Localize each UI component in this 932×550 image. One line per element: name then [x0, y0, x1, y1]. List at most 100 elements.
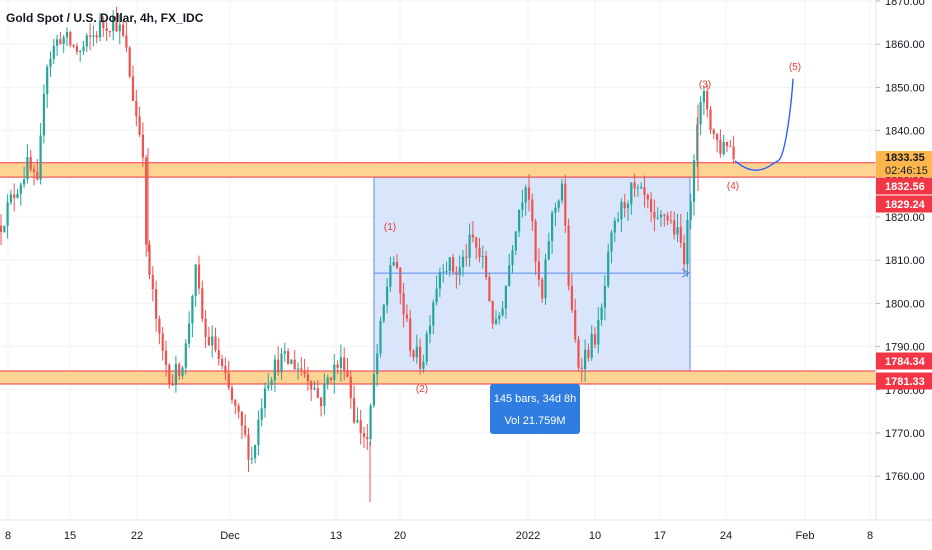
- candle-body: [412, 350, 415, 358]
- price-tag-bg: [876, 352, 932, 370]
- candle-body: [610, 232, 613, 252]
- candle-body: [600, 307, 603, 321]
- candle-body: [359, 420, 362, 434]
- candle-body: [547, 241, 550, 260]
- candle-body: [244, 425, 247, 435]
- candle-body: [98, 20, 102, 38]
- price-tag-bg: [876, 177, 932, 195]
- candle: [155, 280, 158, 332]
- candle: [623, 194, 626, 218]
- candle-body: [79, 50, 82, 52]
- candle: [521, 189, 524, 218]
- candle-body: [666, 215, 669, 221]
- candle: [725, 141, 729, 153]
- candle: [131, 65, 135, 102]
- candle-body: [442, 271, 445, 273]
- candle-body: [524, 187, 527, 203]
- candle: [244, 414, 247, 438]
- candle-body: [296, 368, 300, 370]
- candle-body: [254, 445, 257, 459]
- candle: [564, 174, 567, 233]
- candle: [356, 407, 359, 424]
- candle-body: [435, 288, 438, 303]
- candle-body: [356, 420, 359, 423]
- time-tick-label: 8: [5, 530, 11, 542]
- candle: [471, 221, 474, 243]
- candle: [386, 278, 389, 314]
- candle-body: [623, 202, 626, 209]
- candle: [339, 344, 342, 382]
- candle-body: [478, 247, 481, 257]
- candle: [656, 207, 659, 221]
- candle: [683, 234, 686, 275]
- candle-body: [72, 45, 75, 47]
- candle: [194, 264, 197, 307]
- candle-body: [323, 383, 326, 407]
- candle: [719, 129, 722, 158]
- candle-body: [531, 199, 534, 222]
- candle: [184, 339, 187, 375]
- candle: [481, 245, 484, 269]
- candle: [102, 16, 105, 37]
- candle: [65, 27, 69, 46]
- candle: [587, 343, 590, 362]
- symbol-title[interactable]: Gold Spot / U.S. Dollar, 4h, FX_IDC: [6, 11, 204, 25]
- candle: [108, 30, 111, 38]
- candle-body: [732, 146, 735, 160]
- candle: [39, 123, 42, 185]
- candle-body: [280, 353, 283, 373]
- candle-body: [481, 255, 484, 257]
- price-tag: 1784.34: [876, 352, 932, 370]
- candle: [135, 89, 138, 127]
- candle: [640, 182, 643, 190]
- time-tick-label: 17: [654, 530, 666, 542]
- candle: [221, 354, 224, 370]
- candle-body: [102, 20, 105, 28]
- candle: [501, 301, 504, 317]
- candle-body: [607, 251, 610, 286]
- candle: [306, 366, 309, 391]
- candle-body: [168, 364, 171, 385]
- candle: [201, 280, 204, 323]
- candle: [290, 358, 293, 365]
- candle: [610, 229, 613, 264]
- candle-body: [471, 234, 474, 238]
- candle: [19, 182, 22, 206]
- candle: [95, 30, 98, 44]
- candle: [267, 373, 270, 392]
- candle-body: [227, 373, 230, 388]
- candle-body: [326, 377, 329, 384]
- candle: [122, 19, 125, 38]
- candle-body: [415, 346, 418, 358]
- candle: [346, 357, 349, 378]
- candle-body: [19, 184, 22, 194]
- candle: [452, 253, 455, 276]
- candle: [283, 342, 286, 363]
- candle: [115, 6, 118, 32]
- candle: [171, 374, 174, 387]
- candle-body: [310, 381, 313, 390]
- candle: [574, 298, 577, 343]
- candle: [145, 154, 148, 257]
- candle-body: [653, 212, 656, 219]
- candle-body: [9, 194, 12, 203]
- wave-label: (1): [384, 222, 396, 233]
- time-tick-label: 20: [394, 530, 406, 542]
- candle-body: [633, 182, 636, 189]
- candle: [554, 202, 557, 227]
- candle: [607, 243, 610, 289]
- candle: [620, 198, 623, 232]
- price-tag-value: 1833.35: [885, 152, 925, 164]
- candle: [138, 106, 141, 137]
- candle: [9, 189, 12, 206]
- candle: [663, 213, 666, 227]
- candle: [16, 188, 19, 199]
- candle-body: [395, 261, 399, 268]
- candle-body: [722, 141, 725, 155]
- candle-body: [369, 405, 372, 440]
- candle-body: [300, 368, 303, 371]
- candle-body: [541, 279, 544, 299]
- candle-body: [59, 39, 62, 44]
